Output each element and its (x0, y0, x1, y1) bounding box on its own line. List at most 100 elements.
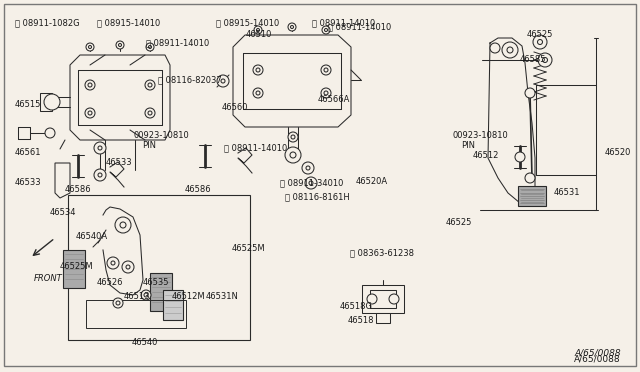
Circle shape (94, 142, 106, 154)
Text: 46586: 46586 (65, 185, 92, 194)
Text: Ⓥ 08915-14010: Ⓥ 08915-14010 (216, 18, 279, 27)
Circle shape (291, 26, 294, 29)
Circle shape (146, 43, 154, 51)
Text: 46531: 46531 (554, 188, 580, 197)
Circle shape (324, 29, 328, 32)
Circle shape (322, 26, 330, 34)
Circle shape (256, 68, 260, 72)
Text: Ⓝ 08911-14010: Ⓝ 08911-14010 (224, 143, 287, 152)
Text: 46560: 46560 (222, 103, 248, 112)
Circle shape (253, 65, 263, 75)
Text: 46540: 46540 (132, 338, 158, 347)
Text: 46535: 46535 (143, 278, 170, 287)
Circle shape (85, 108, 95, 118)
Text: A/65/0088: A/65/0088 (574, 349, 621, 358)
Text: ⒢ 08363-61238: ⒢ 08363-61238 (350, 248, 414, 257)
Text: 46525M: 46525M (60, 262, 93, 271)
Bar (163, 290, 183, 320)
Text: ⒦ 08915-14010: ⒦ 08915-14010 (97, 18, 160, 27)
Text: Ⓝ 08911-14010: Ⓝ 08911-14010 (328, 22, 391, 31)
Text: 46520: 46520 (605, 148, 632, 157)
Polygon shape (233, 35, 351, 127)
Text: 46512: 46512 (473, 151, 499, 160)
Text: 46525: 46525 (446, 218, 472, 227)
Circle shape (45, 128, 55, 138)
Circle shape (321, 65, 331, 75)
Circle shape (525, 173, 535, 183)
Text: 46540A: 46540A (76, 232, 108, 241)
Circle shape (115, 217, 131, 233)
Text: A/65/0088: A/65/0088 (574, 354, 621, 363)
Text: 46531N: 46531N (206, 292, 239, 301)
Text: 00923-10810: 00923-10810 (134, 131, 189, 140)
Circle shape (148, 111, 152, 115)
Text: 46512M: 46512M (172, 292, 205, 301)
Circle shape (148, 45, 152, 48)
Circle shape (288, 132, 298, 142)
Circle shape (533, 35, 547, 49)
Circle shape (257, 29, 259, 32)
Bar (150, 273, 172, 311)
Circle shape (141, 290, 151, 300)
Text: 46518: 46518 (348, 316, 374, 325)
Text: 00923-10810: 00923-10810 (453, 131, 509, 140)
Circle shape (288, 23, 296, 31)
Circle shape (515, 152, 525, 162)
Text: 46513: 46513 (124, 292, 150, 301)
Text: 46525M: 46525M (232, 244, 266, 253)
Text: FRONT: FRONT (34, 274, 63, 283)
Text: Ⓑ 08116-82037: Ⓑ 08116-82037 (158, 75, 221, 84)
Circle shape (88, 111, 92, 115)
Circle shape (88, 83, 92, 87)
Circle shape (217, 75, 229, 87)
Circle shape (122, 261, 134, 273)
Text: Ⓝ 08911-1082G: Ⓝ 08911-1082G (15, 18, 79, 27)
Circle shape (118, 44, 122, 46)
Circle shape (285, 147, 301, 163)
Circle shape (253, 88, 263, 98)
Bar (68, 195, 250, 340)
Bar (362, 285, 404, 313)
Text: Ⓑ 08116-8161H: Ⓑ 08116-8161H (285, 192, 349, 201)
Polygon shape (70, 55, 170, 140)
Circle shape (113, 298, 123, 308)
Bar (63, 250, 85, 288)
Text: 46526: 46526 (97, 278, 124, 287)
Bar (370, 290, 396, 308)
Circle shape (85, 80, 95, 90)
Bar (518, 186, 546, 206)
Circle shape (94, 169, 106, 181)
Circle shape (321, 88, 331, 98)
Text: Ⓝ 08911-14010: Ⓝ 08911-14010 (312, 18, 375, 27)
Text: 46525: 46525 (527, 30, 554, 39)
Circle shape (389, 294, 399, 304)
Text: Ⓝ 08911-14010: Ⓝ 08911-14010 (146, 38, 209, 47)
Text: 46520A: 46520A (356, 177, 388, 186)
Circle shape (302, 162, 314, 174)
Text: 46518G: 46518G (340, 302, 373, 311)
Circle shape (116, 41, 124, 49)
Text: Ⓝ 08911-34010: Ⓝ 08911-34010 (280, 178, 344, 187)
Circle shape (107, 257, 119, 269)
Circle shape (44, 94, 60, 110)
Text: PIN: PIN (142, 141, 156, 150)
Circle shape (502, 42, 518, 58)
Circle shape (538, 53, 552, 67)
Circle shape (88, 45, 92, 48)
Circle shape (324, 91, 328, 95)
Text: 46534: 46534 (50, 208, 77, 217)
Circle shape (86, 43, 94, 51)
Circle shape (145, 80, 155, 90)
Text: 46533: 46533 (106, 158, 132, 167)
Bar (376, 313, 390, 323)
Polygon shape (55, 163, 70, 198)
Circle shape (145, 108, 155, 118)
Circle shape (254, 26, 262, 34)
Circle shape (305, 177, 317, 189)
Text: 46566A: 46566A (318, 95, 350, 104)
Circle shape (525, 88, 535, 98)
Circle shape (490, 43, 500, 53)
Circle shape (367, 294, 377, 304)
Circle shape (256, 91, 260, 95)
Text: 46585: 46585 (520, 55, 547, 64)
